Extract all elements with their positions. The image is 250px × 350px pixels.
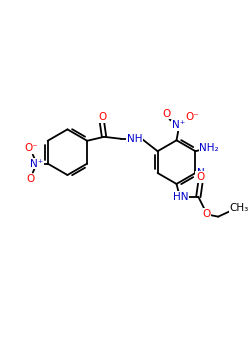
- Text: N: N: [198, 168, 205, 178]
- Text: O⁻: O⁻: [24, 143, 38, 153]
- Text: N⁺: N⁺: [30, 159, 44, 169]
- Text: NH: NH: [127, 134, 142, 144]
- Text: O⁻: O⁻: [186, 112, 199, 122]
- Text: HN: HN: [173, 192, 188, 202]
- Text: N⁺: N⁺: [172, 120, 185, 131]
- Text: O: O: [162, 108, 171, 119]
- Text: NH₂: NH₂: [200, 143, 219, 153]
- Text: O: O: [196, 172, 204, 182]
- Text: CH₃: CH₃: [230, 203, 249, 213]
- Text: O: O: [98, 112, 106, 122]
- Text: O: O: [27, 174, 35, 184]
- Text: O: O: [202, 209, 210, 219]
